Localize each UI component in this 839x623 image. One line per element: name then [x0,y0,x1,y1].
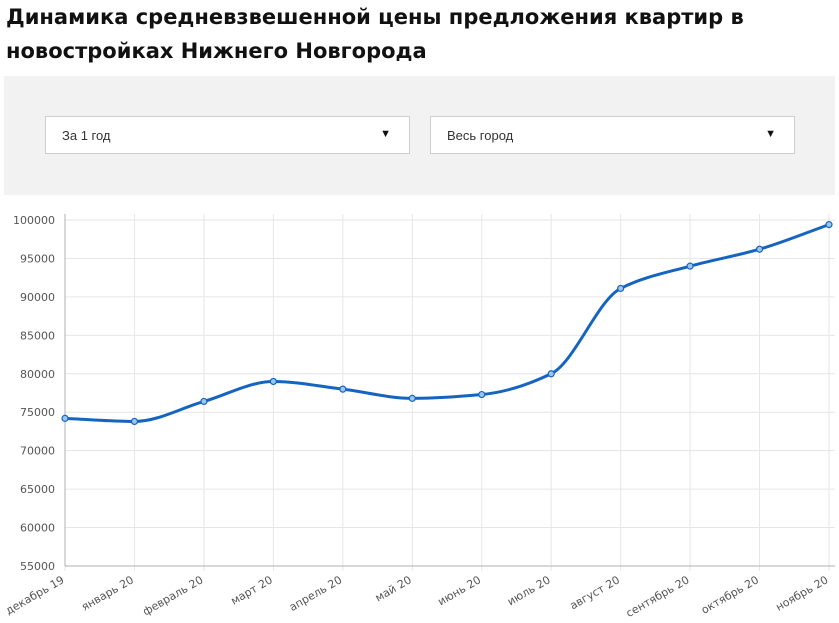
data-point [617,284,625,293]
data-point [478,390,486,399]
chevron-down-icon: ▼ [765,128,776,140]
x-tick-label: май 20 [373,573,414,604]
x-tick-label: октябрь 20 [699,573,761,616]
data-point [339,385,347,393]
period-select[interactable]: За 1 год ▼ [45,116,410,154]
y-tick-label: 95000 [20,252,55,265]
y-tick-label: 75000 [20,406,55,419]
x-tick-label: сентябрь 20 [624,573,692,620]
price-line-chart: 55000 60000 65000 70000 75000 80000 85000 90000… [3,214,835,620]
series-line [64,223,830,423]
data-point [686,262,694,270]
y-tick-label: 65000 [20,483,55,496]
x-tick-label: февраль 20 [141,573,206,618]
data-point [269,377,277,386]
y-tick-label: 55000 [20,560,55,573]
area-select-value: Весь город [447,128,514,143]
chart-title: Динамика средневзвешенной цены предложен… [6,5,744,63]
data-point [200,397,208,406]
data-point [755,245,764,253]
x-tick-label: январь 20 [79,573,136,613]
x-tick-label: апрель 20 [287,573,344,614]
y-tick-label: 80000 [20,368,55,381]
x-tick-label: август 20 [568,573,623,612]
area-select[interactable]: Весь город ▼ [430,116,795,154]
x-tick-label: июль 20 [505,573,553,608]
y-tick-label: 85000 [20,329,55,342]
x-tick-label: декабрь 19 [3,573,66,617]
x-tick-label: ноябрь 20 [774,573,831,613]
period-select-value: За 1 год [62,128,111,143]
y-tick-label: 70000 [20,445,55,458]
y-tick-label: 60000 [20,522,55,535]
x-tick-label: июнь 20 [436,573,484,608]
y-tick-label: 90000 [20,291,55,304]
data-point [547,370,555,378]
data-point [825,221,833,229]
data-point [61,414,69,422]
x-tick-label: март 20 [229,573,275,607]
data-point [130,417,139,426]
data-point [408,394,416,402]
chevron-down-icon: ▼ [380,128,391,140]
y-tick-label: 100000 [13,214,55,227]
filter-panel: За 1 год ▼ Весь город ▼ [4,76,835,195]
